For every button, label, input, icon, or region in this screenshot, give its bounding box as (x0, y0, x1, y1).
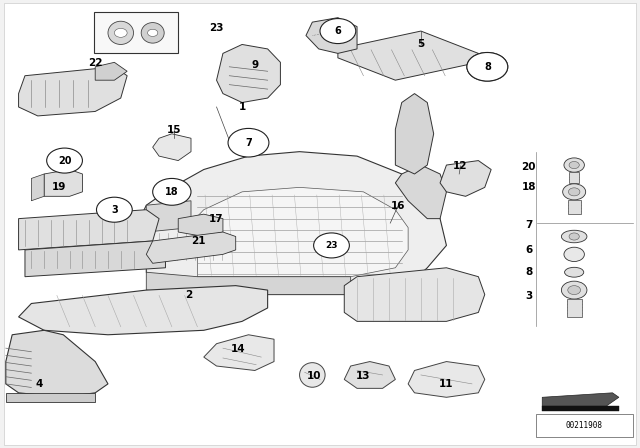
Polygon shape (306, 17, 357, 53)
Text: 2: 2 (186, 290, 193, 301)
Polygon shape (178, 214, 223, 237)
FancyBboxPatch shape (536, 414, 633, 438)
Text: 7: 7 (525, 220, 532, 230)
Polygon shape (542, 393, 619, 406)
Circle shape (564, 247, 584, 262)
Ellipse shape (300, 363, 325, 387)
Text: 3: 3 (111, 205, 118, 215)
Ellipse shape (564, 267, 584, 277)
Polygon shape (542, 406, 619, 411)
Circle shape (467, 52, 508, 81)
Polygon shape (568, 200, 580, 214)
Polygon shape (344, 362, 396, 388)
Polygon shape (338, 31, 478, 80)
Polygon shape (95, 62, 127, 80)
Circle shape (563, 184, 586, 200)
Text: 20: 20 (58, 155, 71, 166)
Polygon shape (396, 94, 434, 174)
Text: 20: 20 (522, 162, 536, 172)
Text: 15: 15 (167, 125, 182, 135)
Text: 6: 6 (525, 245, 532, 255)
Text: 13: 13 (356, 371, 371, 381)
Circle shape (569, 161, 579, 168)
Polygon shape (25, 241, 166, 277)
Text: 3: 3 (525, 291, 532, 302)
Text: 22: 22 (88, 58, 102, 68)
Polygon shape (63, 214, 108, 241)
Circle shape (569, 233, 579, 240)
Polygon shape (147, 232, 236, 263)
Text: 9: 9 (252, 60, 259, 70)
Polygon shape (216, 44, 280, 103)
Ellipse shape (561, 230, 587, 243)
Circle shape (148, 29, 158, 36)
Circle shape (153, 178, 191, 205)
Text: 7: 7 (245, 138, 252, 148)
Circle shape (228, 129, 269, 157)
Text: 5: 5 (417, 39, 424, 49)
Polygon shape (140, 152, 447, 295)
Circle shape (314, 233, 349, 258)
Circle shape (568, 188, 580, 196)
Circle shape (568, 286, 580, 295)
Polygon shape (6, 393, 95, 402)
Polygon shape (440, 160, 491, 196)
Circle shape (467, 52, 508, 81)
Circle shape (115, 28, 127, 37)
Polygon shape (19, 67, 127, 116)
Text: 6: 6 (335, 26, 341, 36)
Text: 8: 8 (484, 62, 491, 72)
Polygon shape (191, 187, 408, 277)
Text: 1: 1 (239, 102, 246, 112)
Polygon shape (344, 268, 484, 321)
Circle shape (97, 197, 132, 222)
Text: 18: 18 (165, 187, 179, 197)
Polygon shape (569, 172, 579, 183)
Polygon shape (6, 330, 108, 397)
Text: 00211908: 00211908 (566, 422, 603, 431)
Text: 21: 21 (191, 236, 206, 246)
Text: 10: 10 (307, 371, 321, 381)
Text: 8: 8 (525, 267, 532, 277)
Polygon shape (204, 335, 274, 370)
Text: 11: 11 (439, 379, 454, 389)
Ellipse shape (108, 21, 134, 44)
Circle shape (561, 281, 587, 299)
Text: 17: 17 (209, 214, 224, 224)
Text: 18: 18 (522, 182, 536, 192)
Polygon shape (472, 53, 504, 76)
Polygon shape (19, 210, 159, 250)
FancyBboxPatch shape (4, 3, 636, 445)
Text: 19: 19 (52, 182, 67, 192)
Text: 12: 12 (453, 161, 468, 171)
Polygon shape (31, 174, 44, 201)
FancyBboxPatch shape (94, 12, 178, 53)
Text: 14: 14 (231, 344, 246, 354)
Circle shape (47, 148, 83, 173)
Ellipse shape (141, 22, 164, 43)
Text: 23: 23 (325, 241, 338, 250)
Text: 4: 4 (35, 379, 43, 389)
Polygon shape (44, 169, 83, 196)
Polygon shape (566, 299, 582, 317)
Ellipse shape (111, 302, 169, 323)
Polygon shape (147, 272, 351, 295)
Polygon shape (408, 362, 484, 397)
Polygon shape (153, 134, 191, 160)
Text: 23: 23 (209, 23, 224, 34)
Text: 16: 16 (390, 201, 405, 211)
Circle shape (564, 158, 584, 172)
Circle shape (320, 18, 356, 43)
Polygon shape (147, 201, 191, 232)
Polygon shape (396, 165, 447, 219)
Circle shape (476, 59, 499, 75)
Polygon shape (19, 286, 268, 335)
